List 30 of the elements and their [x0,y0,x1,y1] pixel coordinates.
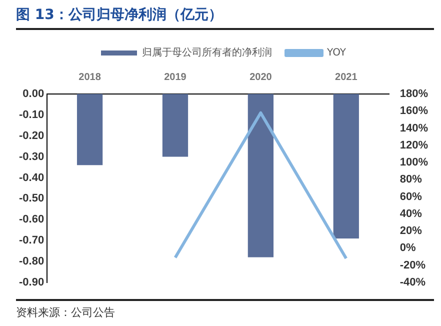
x-tick-label: 2021 [335,72,358,83]
y2-tick-label: 60% [400,190,422,203]
y-tick-label: -0.30 [18,150,44,163]
y2-tick-label: 160% [400,105,428,118]
y2-tick-label: 100% [400,156,428,169]
y-tick-label: -0.60 [18,214,44,226]
y-tick-label: 0.00 [22,88,44,100]
y2-tick-label: -40% [400,276,426,288]
y2-tick-label: 20% [400,225,422,238]
y2-tick-label: 140% [400,122,428,134]
y-tick-label: -0.10 [18,108,44,121]
y-tick-label: -0.20 [18,130,44,142]
y2-tick-label: 40% [400,208,422,220]
y2-tick-label: 80% [400,174,422,186]
y2-tick-label: -20% [400,259,426,272]
y2-tick-label: 120% [400,139,428,152]
x-tick-label: 2019 [164,72,187,83]
y2-tick-label: 0% [400,242,416,254]
y2-tick-label: 180% [400,88,428,100]
y-tick-label: -0.80 [18,256,44,268]
legend-label: YOY [326,48,347,59]
y-tick-label: -0.70 [18,234,44,247]
text: 资料来源：公司公告 [16,299,434,320]
chart-title: 图 13：公司归母净利润（亿元） [16,6,434,30]
y-tick-label: -0.40 [18,172,44,184]
y-tick-label: -0.50 [18,192,44,205]
y-tick-label: -0.90 [18,276,44,288]
x-tick-label: 2018 [78,72,102,83]
legend-label: 归属于母公司所有者的净利润 [142,46,272,59]
x-tick-label: 2020 [250,72,272,83]
